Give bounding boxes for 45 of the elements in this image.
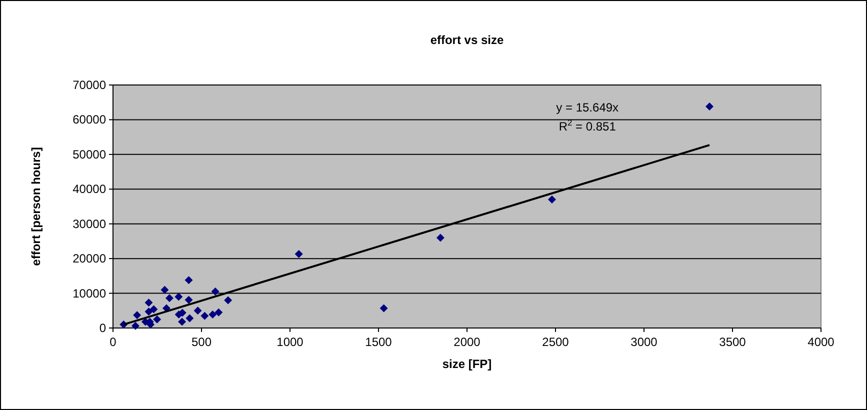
x-axis-title: size [FP] [442,357,492,371]
point [208,310,217,318]
y-tick-label: 0 [99,321,106,335]
point [133,311,142,320]
point [294,250,303,258]
point [200,312,209,320]
point [174,292,183,301]
point [165,294,174,302]
point [211,288,220,296]
x-tick-label: 500 [191,335,212,349]
y-tick-label: 10000 [72,286,106,300]
point [194,306,202,315]
point [178,318,186,326]
y-axis-title: effort [person hours] [29,147,43,266]
x-tick-label: 3500 [719,335,746,349]
x-tick-label: 2500 [542,335,570,349]
point [153,315,162,324]
point [380,304,388,312]
point [224,296,232,304]
point [150,305,158,314]
x-tick-label: 2000 [454,335,481,349]
point [184,276,193,284]
x-tick-label: 1500 [365,335,392,349]
y-tick-label: 50000 [72,147,106,162]
y-tick-label: 20000 [72,252,106,266]
point [436,234,444,242]
point [144,298,153,307]
annotation: y = 15.649x [556,100,619,115]
point [186,314,194,322]
point [131,322,140,330]
x-tick-label: 1000 [276,335,304,349]
point [548,196,556,204]
point [214,308,223,316]
point [160,286,169,294]
y-tick-label: 60000 [72,112,106,127]
x-tick-label: 0 [110,335,117,349]
point [705,102,714,111]
x-tick-label: 3000 [630,335,658,349]
y-tick-label: 70000 [72,78,106,92]
y-tick-label: 30000 [72,216,106,231]
x-tick-label: 4000 [808,335,835,349]
point [144,308,153,316]
chart-title: effort vs size [430,33,504,47]
point [184,296,193,304]
y-tick-label: 40000 [72,182,106,196]
